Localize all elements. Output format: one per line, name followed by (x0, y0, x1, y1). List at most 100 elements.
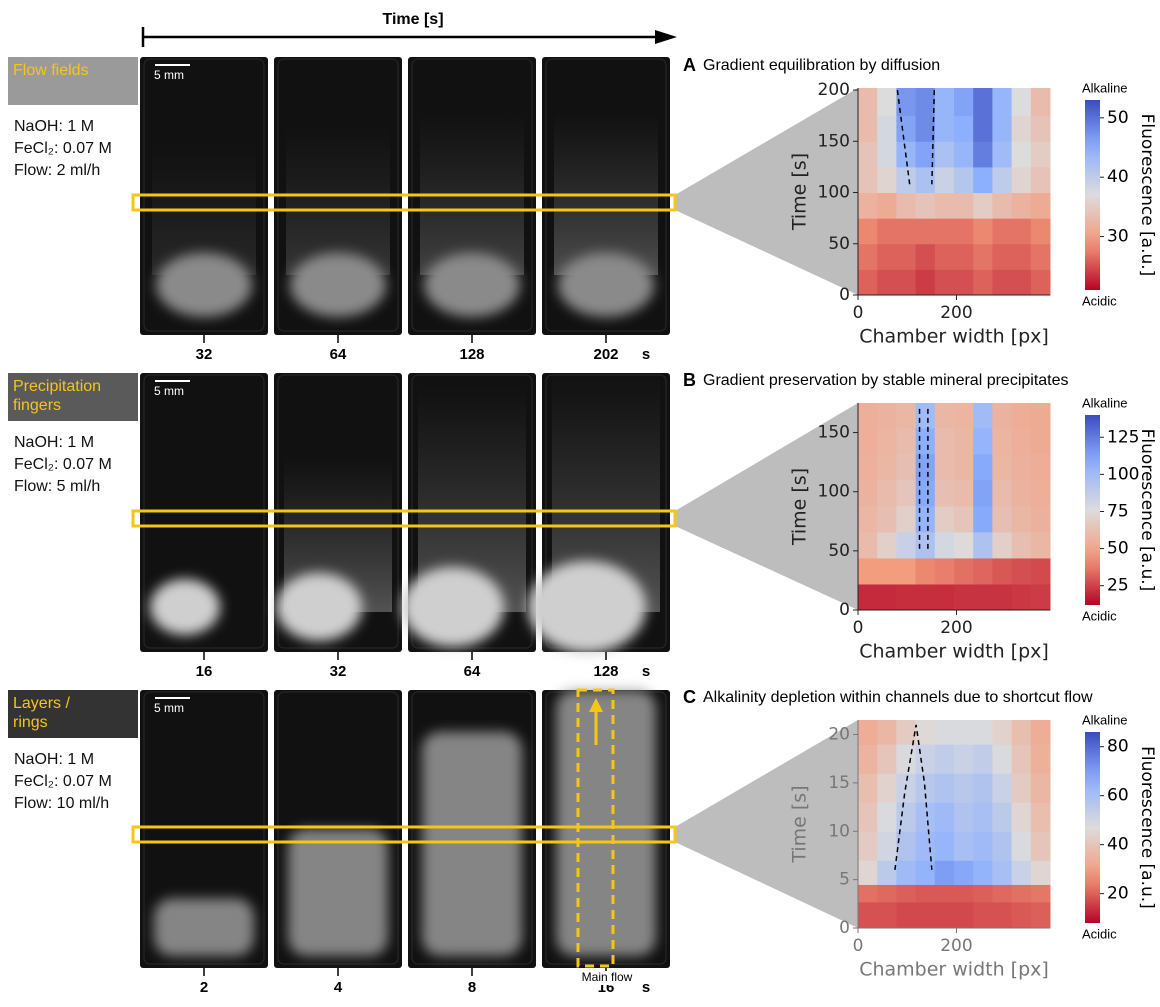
heatmap-cell (858, 116, 878, 142)
heatmap-cell (1012, 532, 1032, 559)
precipitate (528, 561, 646, 653)
heatmap-cell (916, 480, 936, 507)
sample-image (408, 690, 536, 968)
heatmap-cell (1031, 269, 1051, 295)
heatmap-cell (973, 860, 993, 885)
heatmap-cell (1012, 454, 1032, 481)
condition: Flow: 10 ml/h (14, 795, 109, 812)
heatmap-cell (992, 584, 1012, 611)
heatmap-cell (858, 773, 878, 803)
heatmap-cell (935, 773, 955, 803)
heatmap-cell (954, 88, 974, 116)
heatmap-cell (992, 480, 1012, 507)
heatmap-cell (1012, 218, 1032, 244)
heatmap-cell (896, 167, 916, 193)
heatmap-cell (973, 218, 993, 244)
heatmap-cell (973, 167, 993, 193)
heatmap-cell (877, 831, 897, 861)
streaks (286, 127, 390, 276)
panel-title: Gradient equilibration by diffusion (703, 57, 940, 74)
heatmap-cell (992, 720, 1012, 745)
heatmap-cell (992, 744, 1012, 774)
panel-letter: B (683, 370, 696, 390)
heatmap-cell (954, 167, 974, 193)
heatmap-cell (935, 88, 955, 116)
heatmap-cell (877, 218, 897, 244)
heatmap-cell (1012, 860, 1032, 885)
y-tick-label: 15 (828, 773, 850, 793)
colorbar-top: Alkaline (1082, 80, 1128, 95)
heatmap-cell (954, 773, 974, 803)
sample-image (274, 690, 402, 968)
heatmap-cell (916, 532, 936, 559)
heatmap-cell (858, 884, 878, 902)
heatmap-cell (896, 532, 916, 559)
heatmap-cell (1031, 506, 1051, 533)
heatmap-cell (954, 506, 974, 533)
heatmap-cell (916, 193, 936, 219)
heatmap-cell (896, 454, 916, 481)
precipitate (276, 573, 362, 641)
heatmap-cell (877, 558, 897, 585)
heatmap-cell (877, 454, 897, 481)
heatmap-cell (916, 403, 936, 428)
heatmap-cell (896, 506, 916, 533)
heatmap-cell (973, 480, 993, 507)
heatmap-cell (858, 532, 878, 559)
heatmap-cell (1031, 454, 1051, 481)
colorbar-tick-label: 80 (1107, 737, 1129, 757)
heatmap-cell (992, 88, 1012, 116)
heatmap-cell (954, 193, 974, 219)
heatmap-cell (896, 428, 916, 455)
heatmap-cell (1012, 506, 1032, 533)
heatmap-cell (992, 244, 1012, 270)
heatmap-cell (992, 269, 1012, 295)
x-tick-label: 0 (853, 936, 864, 956)
heatmap-cell (877, 720, 897, 745)
heatmap-cell (916, 831, 936, 861)
heatmap-cell (992, 558, 1012, 585)
colorbar-tick-label: 50 (1107, 108, 1129, 128)
heatmap-cell (1012, 884, 1032, 902)
heatmap-cell (1031, 884, 1051, 902)
heatmap-cell (896, 558, 916, 585)
condition: FeCl₂: 0.07 M (14, 140, 112, 157)
heatmap-cell (973, 116, 993, 142)
heatmap-cell (916, 428, 936, 455)
heatmap-cell (877, 141, 897, 167)
heatmap-cell (973, 744, 993, 774)
heatmap-cell (935, 218, 955, 244)
heatmap-cell (954, 454, 974, 481)
heatmap-cell (1031, 167, 1051, 193)
condition: Flow: 5 ml/h (14, 478, 100, 495)
heatmap-cell (935, 403, 955, 428)
heatmap-cell (954, 403, 974, 428)
heatmap-cell (973, 831, 993, 861)
heatmap-cell (858, 428, 878, 455)
time-label: 4 (334, 979, 343, 996)
heatmap-cell (1012, 902, 1032, 929)
precipitate (150, 579, 220, 635)
heatmap-cell (1031, 860, 1051, 885)
sample-image (140, 690, 268, 968)
heatmap-cell (954, 244, 974, 270)
time-label: 128 (593, 663, 618, 680)
heatmap-cell (1031, 802, 1051, 832)
heatmap-cell (935, 141, 955, 167)
heatmap-cell (896, 584, 916, 611)
heatmap-cell (935, 454, 955, 481)
heatmap-cell (1031, 744, 1051, 774)
heatmap-cell (1031, 584, 1051, 611)
heatmap-cell (858, 584, 878, 611)
row-label: Layers / (13, 695, 70, 712)
y-axis-label: Time [s] (789, 468, 811, 546)
heatmap-cell (992, 218, 1012, 244)
time-axis-label: Time [s] (382, 11, 443, 28)
heatmap-cell (1031, 532, 1051, 559)
heatmap-cell (973, 902, 993, 929)
time-label: 16 (196, 663, 213, 680)
y-axis-label: Time [s] (789, 785, 811, 863)
colorbar-tick-label: 40 (1107, 835, 1129, 855)
heatmap-cell (896, 744, 916, 774)
time-unit: s (642, 979, 650, 996)
